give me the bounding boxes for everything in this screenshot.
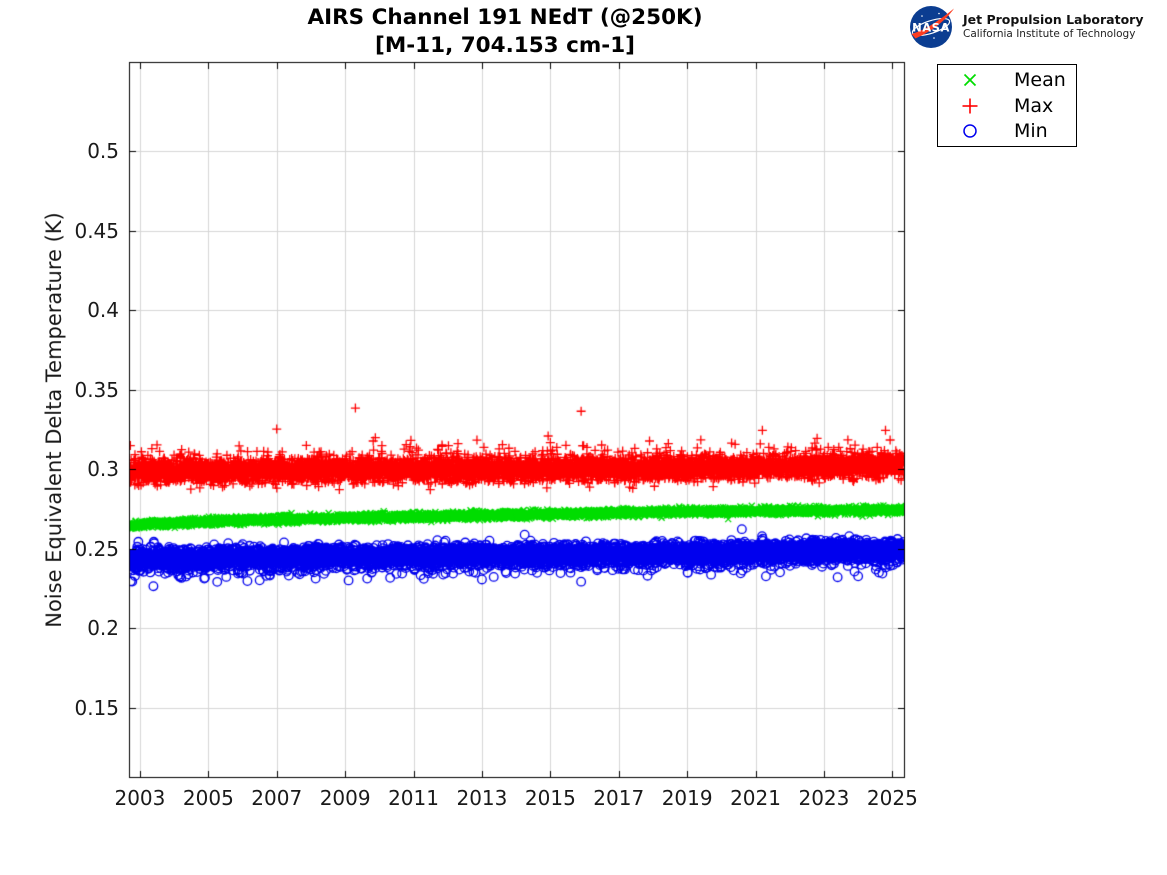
nasa-swoosh: [911, 8, 954, 39]
max-plus-marker-icon: [938, 96, 1002, 116]
jpl-name: Jet Propulsion Laboratory: [963, 11, 1144, 27]
legend-label-max: Max: [1014, 94, 1054, 117]
x-tick-label: 2011: [388, 786, 439, 810]
nasa-meatball-icon: NASA: [910, 6, 954, 48]
min-circle-marker-icon: [938, 121, 1002, 141]
x-tick-label: 2017: [593, 786, 645, 810]
mean-x-marker-icon: [938, 70, 1002, 90]
x-tick-label: 2019: [661, 786, 713, 810]
title-block: AIRS Channel 191 NEdT (@250K) [M-11, 704…: [129, 4, 881, 60]
y-tick-label: 0.35: [74, 377, 119, 402]
x-tick-label: 2007: [251, 786, 303, 810]
y-tick-label: 0.3: [87, 457, 119, 482]
legend-label-min: Min: [1014, 120, 1048, 142]
legend-label-mean: Mean: [1014, 69, 1066, 91]
jpl-logo: NASA Jet Propulsion Laboratory Californi…: [908, 3, 1143, 49]
x-tick-label: 2013: [456, 786, 508, 810]
legend-item-min: Min: [938, 119, 1076, 144]
y-tick-label: 0.25: [74, 536, 119, 561]
y-tick-label: 0.45: [74, 218, 119, 243]
chart-title: AIRS Channel 191 NEdT (@250K): [307, 5, 703, 30]
x-tick-label: 2015: [524, 786, 576, 810]
jpl-text: Jet Propulsion Laboratory California Ins…: [963, 12, 1143, 41]
y-tick-label: 0.4: [87, 298, 119, 323]
legend-item-mean: Mean: [938, 68, 1076, 93]
x-tick-label: 2025: [866, 786, 918, 810]
legend: Mean Max Min: [937, 64, 1077, 147]
x-tick-label: 2005: [182, 786, 234, 810]
x-tick-label: 2009: [319, 786, 371, 810]
x-tick-label: 2003: [114, 786, 166, 810]
legend-item-max: Max: [938, 93, 1076, 118]
y-axis-label: Noise Equivalent Delta Temperature (K): [42, 212, 66, 628]
x-tick-label: 2023: [798, 786, 850, 810]
x-tick-label: 2021: [730, 786, 781, 810]
nasa-wordmark: NASA: [912, 21, 950, 35]
y-tick-label: 0.5: [87, 139, 119, 164]
chart-subtitle: [M-11, 704.153 cm-1]: [375, 33, 635, 58]
jpl-caltech: California Institute of Technology: [963, 27, 1136, 40]
y-tick-label: 0.2: [87, 616, 119, 641]
y-tick-label: 0.15: [74, 695, 119, 720]
